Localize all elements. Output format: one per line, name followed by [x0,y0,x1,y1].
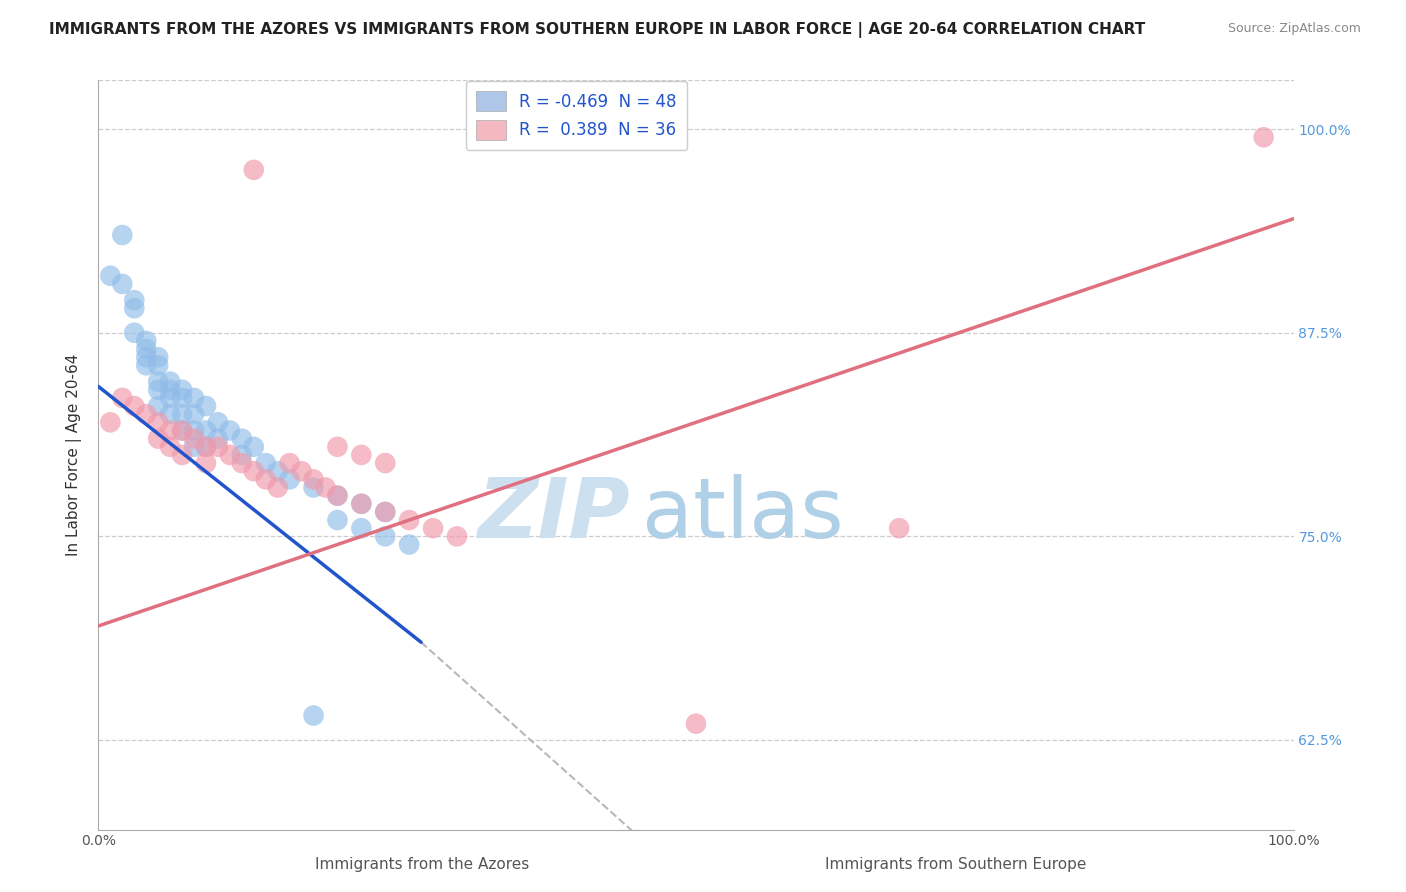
Point [315,481,337,495]
Point [124,399,146,413]
Point [302,481,325,495]
Point [183,432,205,446]
Point [159,391,181,405]
Point [374,505,396,519]
Point [124,301,146,316]
Point [124,293,146,308]
Point [254,456,277,470]
Point [278,456,301,470]
Point [326,489,349,503]
Point [326,513,349,527]
Text: Source: ZipAtlas.com: Source: ZipAtlas.com [1227,22,1361,36]
Point [243,162,266,177]
Point [398,513,420,527]
Point [135,359,157,373]
Point [148,375,170,389]
Point [243,440,266,454]
Point [219,448,242,462]
Point [302,708,325,723]
Point [183,424,205,438]
Point [254,472,277,486]
Point [374,505,396,519]
Point [172,383,194,397]
Point [267,481,290,495]
Point [172,424,194,438]
Text: Immigrants from Southern Europe: Immigrants from Southern Europe [825,857,1087,872]
Point [231,456,253,470]
Point [207,440,229,454]
Point [231,448,253,462]
Point [350,521,373,535]
Point [135,342,157,356]
Point [172,407,194,421]
Point [350,497,373,511]
Point [124,326,146,340]
Point [183,407,205,421]
Point [159,383,181,397]
Point [302,472,325,486]
Point [148,432,170,446]
Point [446,529,468,543]
Point [172,391,194,405]
Point [111,391,134,405]
Point [159,407,181,421]
Point [172,448,194,462]
Point [889,521,911,535]
Text: ZIP: ZIP [478,475,630,556]
Text: IMMIGRANTS FROM THE AZORES VS IMMIGRANTS FROM SOUTHERN EUROPE IN LABOR FORCE | A: IMMIGRANTS FROM THE AZORES VS IMMIGRANTS… [49,22,1146,38]
Point [148,399,170,413]
Point [195,456,218,470]
Point [195,440,218,454]
Point [135,407,157,421]
Point [350,497,373,511]
Point [172,424,194,438]
Point [135,334,157,348]
Point [374,529,396,543]
Point [98,268,122,283]
Point [374,456,396,470]
Legend: R = -0.469  N = 48, R =  0.389  N = 36: R = -0.469 N = 48, R = 0.389 N = 36 [465,81,688,150]
Point [291,464,314,478]
Point [159,440,181,454]
Point [243,464,266,478]
Text: Immigrants from the Azores: Immigrants from the Azores [315,857,529,872]
Point [111,227,134,242]
Point [326,489,349,503]
Point [148,383,170,397]
Point [195,440,218,454]
Point [350,448,373,462]
Point [183,440,205,454]
Point [267,464,290,478]
Point [148,350,170,364]
Point [231,432,253,446]
Point [148,415,170,429]
Point [195,424,218,438]
Point [148,359,170,373]
Point [195,399,218,413]
Point [183,391,205,405]
Point [98,415,122,429]
Y-axis label: In Labor Force | Age 20-64: In Labor Force | Age 20-64 [66,354,83,556]
Text: atlas: atlas [643,475,844,556]
Point [207,432,229,446]
Point [111,277,134,291]
Point [159,424,181,438]
Point [398,537,420,551]
Point [207,415,229,429]
Point [1253,130,1275,145]
Point [219,424,242,438]
Point [135,350,157,364]
Point [159,375,181,389]
Point [422,521,444,535]
Point [685,716,707,731]
Point [278,472,301,486]
Point [326,440,349,454]
